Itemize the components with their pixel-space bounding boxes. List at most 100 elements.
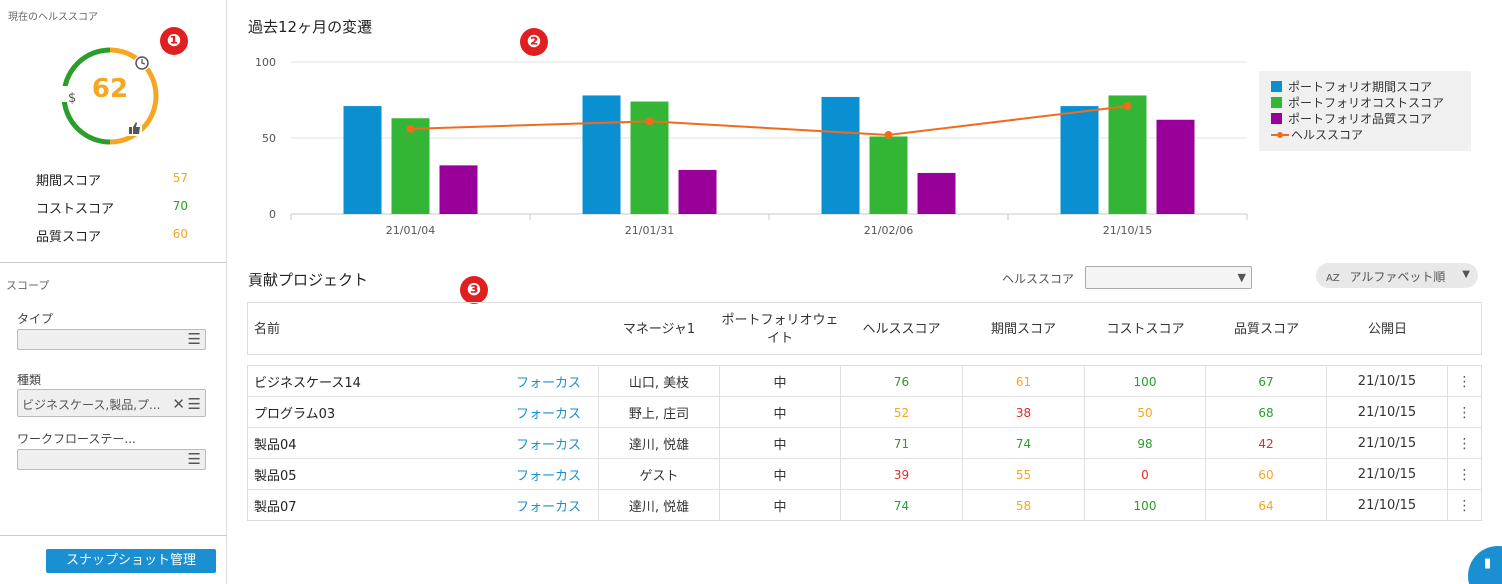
cell-health: 74 <box>841 490 963 521</box>
cell-period: 74 <box>963 428 1085 459</box>
cell-period: 55 <box>963 459 1085 490</box>
legend-swatch <box>1271 96 1282 108</box>
cell-focus-link[interactable]: フォーカス <box>516 428 599 459</box>
kind-select[interactable]: ビジネスケース,製品,プ... ✕ ☰ <box>17 389 206 417</box>
cell-period: 58 <box>963 490 1085 521</box>
y-tick-label: 0 <box>269 208 276 221</box>
cell-quality: 64 <box>1206 490 1327 521</box>
bar-3 <box>439 165 478 214</box>
history-chart: 0 50 100 21/01/04 21/01/31 21/02/06 21/10/15 <box>255 56 1248 237</box>
health-gauge: $ 62 <box>58 44 162 148</box>
type-label: タイプ <box>17 312 54 326</box>
dollar-icon: $ <box>68 91 76 106</box>
cell-manager: 野上, 庄司 <box>599 397 720 428</box>
cell-focus-link[interactable]: フォーカス <box>516 459 599 490</box>
cell-name: 製品04 <box>254 438 297 453</box>
cell-focus-link[interactable]: フォーカス <box>516 490 599 521</box>
table-row[interactable]: ビジネスケース14 フォーカス 山口, 美枝中 76 61 100 67 21/10/15 ⋮ <box>248 366 1481 397</box>
cell-health: 76 <box>841 366 963 397</box>
score-value: 60 <box>172 227 188 241</box>
sort-label: アルファベット順 <box>1349 270 1446 284</box>
row-menu-kebab-icon[interactable]: ⋮ <box>1457 497 1472 514</box>
scope-title: スコープ <box>6 279 50 292</box>
cell-health: 71 <box>841 428 963 459</box>
cell-date: 21/10/15 <box>1327 490 1448 521</box>
health-score-value: 62 <box>91 74 129 104</box>
health-score-point <box>645 117 654 126</box>
col-header-manager[interactable]: マネージャ1 <box>622 321 696 337</box>
cell-period: 61 <box>963 366 1085 397</box>
col-header-quality[interactable]: 品質スコア <box>1233 321 1299 337</box>
col-header-period[interactable]: 期間スコア <box>990 321 1056 337</box>
cell-cost: 100 <box>1085 490 1206 521</box>
cell-cost: 50 <box>1085 397 1206 428</box>
callout-badge-2: ❷ <box>520 28 548 56</box>
cell-name: 製品05 <box>254 469 297 484</box>
table-row[interactable]: 製品07 フォーカス 達川, 悦雄中 74 58 100 64 21/10/15 ⋮ <box>248 490 1481 521</box>
cell-name: プログラム03 <box>254 407 336 422</box>
thumbs-up-icon <box>129 122 140 134</box>
score-row-quality: 品質スコア 60 <box>36 226 188 245</box>
x-tick-label: 21/10/15 <box>1103 224 1152 237</box>
health-score-point <box>406 124 415 133</box>
col-header-health[interactable]: ヘルススコア <box>862 321 941 337</box>
cell-focus-link[interactable]: フォーカス <box>516 366 599 397</box>
x-tick-label: 21/02/06 <box>864 224 913 237</box>
cell-manager: 達川, 悦雄 <box>599 490 720 521</box>
caret-down-icon: ▼ <box>1462 269 1470 280</box>
legend-item: ポートフォリオ品質スコア <box>1271 110 1471 126</box>
sidebar-footer-divider <box>0 535 227 536</box>
cell-quality: 42 <box>1206 428 1327 459</box>
menu-icon[interactable]: ☰ <box>187 330 201 348</box>
cell-manager: ゲスト <box>599 459 720 490</box>
health-filter-label: ヘルススコア <box>1002 272 1075 286</box>
score-row-cost: コストスコア 70 <box>36 198 188 217</box>
cell-name: 製品07 <box>254 500 297 515</box>
cell-focus-link[interactable]: フォーカス <box>516 397 599 428</box>
sort-dropdown[interactable]: AZ アルファベット順 ▼ <box>1316 263 1478 288</box>
row-menu-kebab-icon[interactable]: ⋮ <box>1457 404 1472 421</box>
x-tick-label: 21/01/04 <box>386 224 435 237</box>
snapshot-manage-button[interactable]: スナップショット管理 <box>46 549 216 573</box>
menu-icon[interactable]: ☰ <box>187 450 201 468</box>
workflow-select[interactable]: ☰ <box>17 449 206 470</box>
table-row[interactable]: 製品04 フォーカス 達川, 悦雄中 71 74 98 42 21/10/15 ⋮ <box>248 428 1481 459</box>
type-select[interactable]: ☰ <box>17 329 206 350</box>
bar-1 <box>821 96 860 214</box>
legend-label: ヘルススコア <box>1291 127 1364 142</box>
row-menu-kebab-icon[interactable]: ⋮ <box>1457 435 1472 452</box>
callout-badge-1: ❶ <box>160 27 188 55</box>
score-value: 57 <box>172 171 188 185</box>
col-header-cost[interactable]: コストスコア <box>1106 321 1185 337</box>
score-value: 70 <box>172 199 188 213</box>
legend-swatch <box>1271 80 1282 92</box>
cell-name: ビジネスケース14 <box>254 376 361 391</box>
cell-cost: 98 <box>1085 428 1206 459</box>
col-header-weight[interactable]: ポートフォリオウェイト <box>721 312 839 346</box>
col-header-date[interactable]: 公開日 <box>1367 321 1407 337</box>
health-score-point <box>1123 102 1132 111</box>
menu-icon[interactable]: ☰ <box>187 395 201 413</box>
table-row[interactable]: プログラム03 フォーカス 野上, 庄司中 52 38 50 68 21/10/15 ⋮ <box>248 397 1481 428</box>
legend-swatch <box>1271 112 1282 124</box>
clear-icon[interactable]: ✕ <box>172 395 185 413</box>
table-row[interactable]: 製品05 フォーカス ゲスト中 39 55 0 60 21/10/15 ⋮ <box>248 459 1481 490</box>
workflow-label: ワークフローステー... <box>17 432 136 446</box>
health-filter-select[interactable]: ▼ <box>1085 266 1252 289</box>
cell-weight: 中 <box>720 459 841 490</box>
chart-toggle-button[interactable]: ▮ <box>1468 546 1502 584</box>
sort-az-icon: AZ <box>1326 273 1340 284</box>
bar-1 <box>343 106 382 214</box>
col-header-name[interactable]: 名前 <box>254 321 281 337</box>
legend-label: ポートフォリオコストスコア <box>1288 95 1445 110</box>
legend-line-swatch <box>1271 129 1289 140</box>
legend-item: ヘルススコア <box>1271 126 1471 142</box>
cell-manager: 達川, 悦雄 <box>599 428 720 459</box>
kind-label: 種類 <box>17 373 42 387</box>
cell-health: 52 <box>841 397 963 428</box>
row-menu-kebab-icon[interactable]: ⋮ <box>1457 466 1472 483</box>
row-menu-kebab-icon[interactable]: ⋮ <box>1457 373 1472 390</box>
cell-date: 21/10/15 <box>1327 428 1448 459</box>
cell-quality: 68 <box>1206 397 1327 428</box>
cell-weight: 中 <box>720 490 841 521</box>
